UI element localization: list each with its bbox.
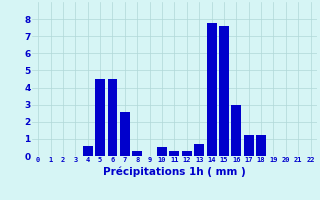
Bar [256,135,266,156]
Bar [244,135,254,156]
Bar [182,151,192,156]
Bar [231,105,241,156]
Bar [83,146,93,156]
Bar [120,112,130,156]
Bar [170,151,179,156]
Bar [132,151,142,156]
Bar [95,79,105,156]
Bar [157,147,167,156]
Bar [108,79,117,156]
X-axis label: Précipitations 1h ( mm ): Précipitations 1h ( mm ) [103,166,246,177]
Bar [219,26,229,156]
Bar [207,23,217,156]
Bar [194,144,204,156]
